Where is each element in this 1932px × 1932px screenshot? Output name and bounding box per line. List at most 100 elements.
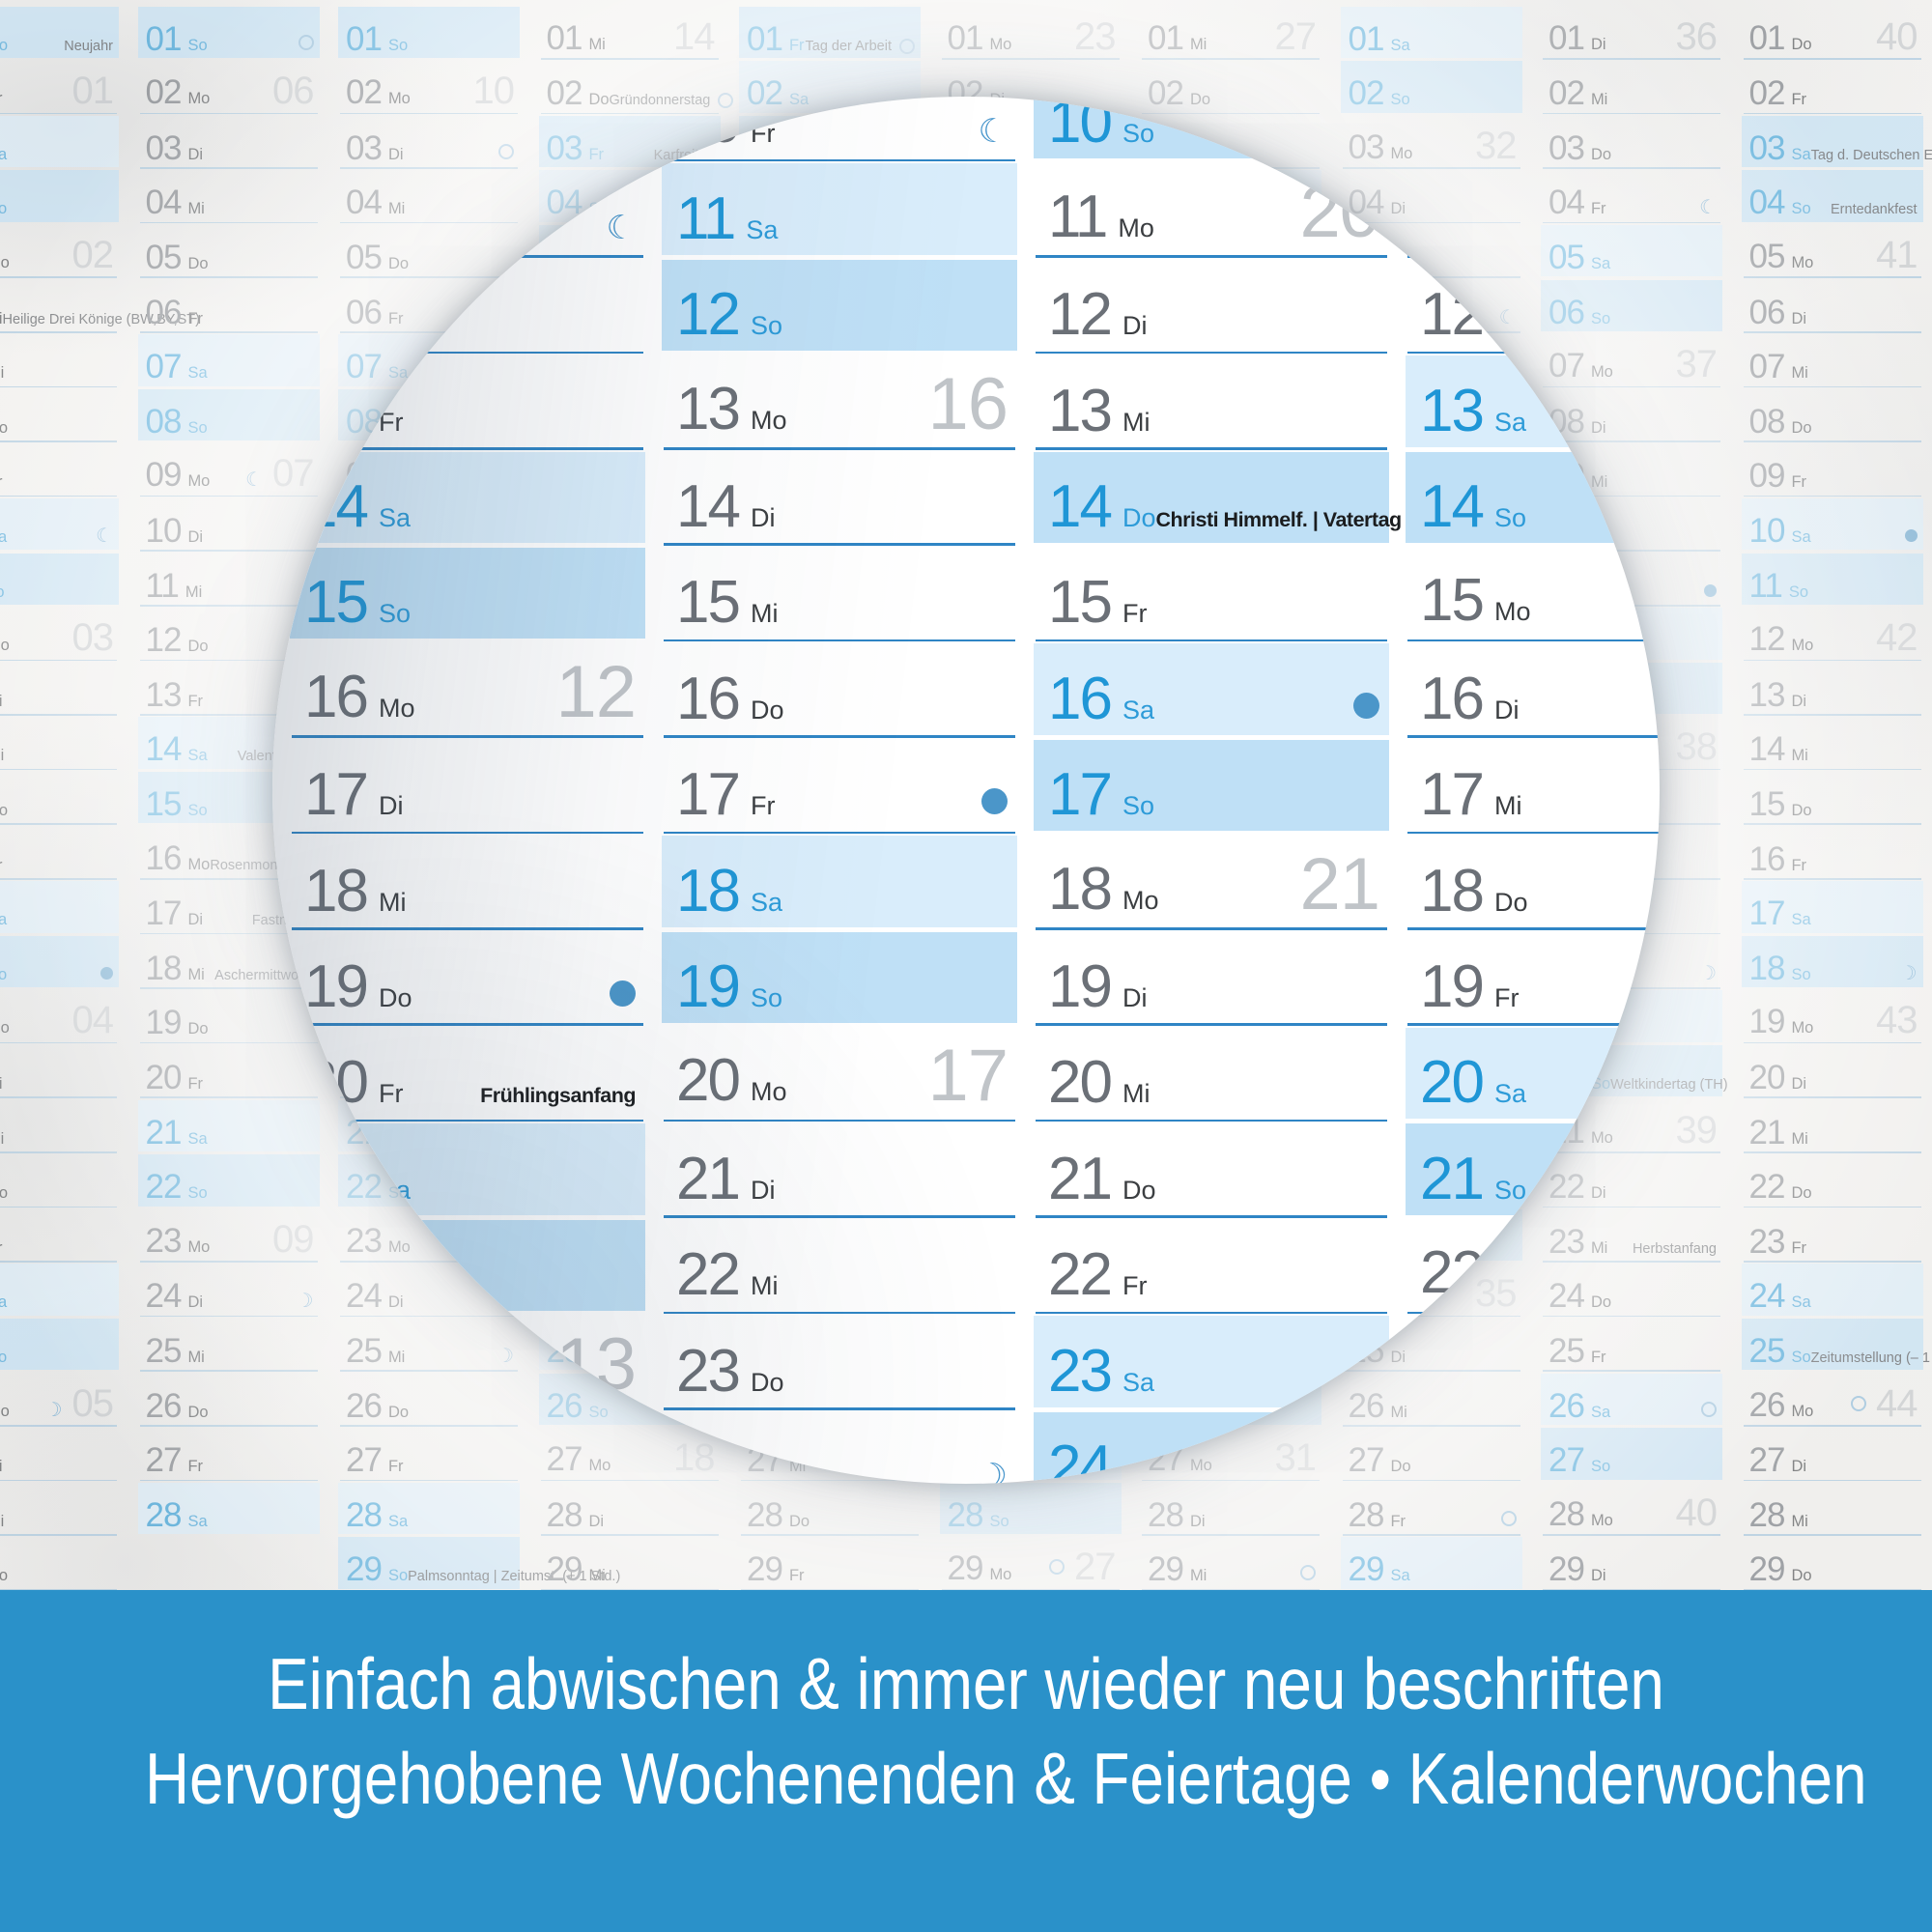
day-number: 25 <box>1748 1331 1786 1370</box>
weekday-abbr: So <box>378 599 411 629</box>
weekday-abbr: Di <box>1122 982 1148 1012</box>
calendar-week-number: 41 <box>1876 233 1918 276</box>
calendar-week-number: 38 <box>1675 725 1718 769</box>
day-cell-07-29: 29 Mi <box>1140 1536 1321 1591</box>
day-number: 17 <box>304 761 369 829</box>
day-cell-10-15: 15 Do <box>1742 770 1923 825</box>
day-number: 21 <box>1420 1145 1485 1212</box>
day-number: 05 <box>145 238 183 276</box>
weekday-abbr: Fr <box>1791 473 1807 492</box>
calendar-week-number: 17 <box>927 1035 1009 1118</box>
day-number: 18 <box>676 857 741 924</box>
weekday-abbr: Sa <box>746 214 779 244</box>
day-cell-04-24: 24 Fr ☽ <box>662 1410 1017 1484</box>
calendar-week-number: 14 <box>673 14 715 58</box>
weekday-abbr: Mi <box>0 364 5 383</box>
weekday-abbr: Di <box>1590 35 1606 53</box>
weekday-abbr: Di <box>1791 1074 1807 1093</box>
day-cell-05-13: 13 Mi <box>1034 354 1389 450</box>
day-cell-03-29: 29 So Palmsonntag | Zeitumst. (+ 1 Std.) <box>338 1536 620 1591</box>
calendar-week-number: 44 <box>1876 1381 1918 1425</box>
day-number: 16 <box>304 663 369 730</box>
weekday-abbr: Mo <box>0 637 10 655</box>
day-cell-10-09: 09 Fr <box>1742 442 1923 497</box>
day-cell-05-12: 12 Di <box>1034 258 1389 355</box>
holiday-label: Zeitumstellung (– 1 Std.) <box>1810 1350 1932 1366</box>
day-number: 18 <box>145 949 183 987</box>
calendar-week-number: 04 <box>71 999 114 1042</box>
weekday-abbr: Di <box>1189 1512 1206 1530</box>
weekday-abbr: So <box>0 583 5 602</box>
weekday-abbr: So <box>387 36 409 54</box>
holiday-label: Erntedankfest <box>1831 202 1918 218</box>
calendar-week-number: 02 <box>71 233 114 276</box>
holiday-label: Frühlingsanfang <box>480 1084 636 1108</box>
day-number: 12 <box>145 621 183 660</box>
day-number: 12 <box>1420 281 1485 349</box>
weekday-abbr: Do <box>187 1020 209 1038</box>
weekday-abbr: Do <box>187 638 209 656</box>
day-cell-10-19: 19 Mo 43 <box>1742 989 1923 1044</box>
day-cell-10-02: 02 Fr <box>1742 60 1923 115</box>
weekday-abbr: Mi <box>1189 1567 1208 1585</box>
weekday-abbr: Mo <box>1791 637 1814 655</box>
weekday-abbr: Do <box>750 695 784 724</box>
day-cell-10-06: 06 Di <box>1742 278 1923 333</box>
first-quarter-moon-icon: ☽ <box>978 1457 1008 1484</box>
day-cell-10-21: 21 Mi <box>1742 1098 1923 1153</box>
day-number: 19 <box>676 952 741 1020</box>
day-cell-05-28: 28 Do <box>739 1481 921 1536</box>
day-number: 01 <box>346 19 383 58</box>
day-cell-10-20: 20 Di <box>1742 1043 1923 1098</box>
day-cell-08-28: 28 Fr <box>1341 1481 1522 1536</box>
weekday-abbr: Sa <box>1493 407 1526 437</box>
day-number: 21 <box>145 1113 183 1151</box>
last-quarter-moon-icon: ☾ <box>96 525 113 547</box>
day-cell-05-16: 16 Sa <box>1034 641 1389 737</box>
day-number: 22 <box>304 1241 369 1309</box>
weekday-abbr: Mi <box>1189 35 1208 53</box>
day-number: 04 <box>1748 184 1786 222</box>
weekday-abbr: Mo <box>1791 1402 1814 1420</box>
weekday-abbr: Mo <box>750 1077 787 1107</box>
day-cell-06-01: 01 Mo 23 <box>940 5 1122 60</box>
last-quarter-moon-icon: ☾ <box>1699 197 1717 219</box>
day-cell-10-11: 11 So <box>1741 552 1923 607</box>
weekday-abbr: Sa <box>0 911 8 929</box>
day-cell-03-10: 10 Di <box>290 97 645 162</box>
weekday-abbr: Sa <box>187 364 208 383</box>
weekday-abbr: Di <box>588 1512 605 1530</box>
day-number: 29 <box>747 1550 783 1589</box>
weekday-abbr: Fr <box>378 407 404 437</box>
weekday-abbr: Di <box>1493 695 1520 724</box>
full-moon-icon <box>298 34 314 50</box>
day-cell-06-11: 11 Do <box>1406 161 1660 258</box>
magnified-calendar: 08So09Mo1110Di11Mi☾12Do13Fr14Sa15So16Mo1… <box>272 97 1660 1484</box>
weekday-abbr: Di <box>1122 311 1148 341</box>
weekday-abbr: Fr <box>187 1074 204 1093</box>
weekday-abbr: Sa <box>1390 1567 1410 1585</box>
weekday-abbr: Do <box>750 1367 784 1397</box>
weekday-abbr: Do <box>378 982 412 1012</box>
full-moon-icon <box>1300 1565 1316 1581</box>
weekday-abbr: Do <box>0 1567 9 1585</box>
day-cell-03-28: 28 Sa <box>338 1481 520 1536</box>
day-cell-03-15: 15 So <box>290 546 645 641</box>
day-number: 18 <box>1748 949 1786 987</box>
weekday-abbr: Do <box>1122 1175 1156 1205</box>
weekday-abbr: Mi <box>750 599 779 629</box>
day-number: 28 <box>546 1495 583 1534</box>
day-cell-04-14: 14 Di <box>662 450 1017 546</box>
day-cell-01-06: 06DiHeilige Drei Könige (BW,BY,ST) <box>0 278 200 333</box>
weekday-abbr: Mi <box>1122 407 1151 437</box>
day-number: 13 <box>304 377 369 444</box>
day-number: 28 <box>145 1495 183 1534</box>
day-number: 24 <box>676 1433 741 1484</box>
weekday-abbr: So <box>387 1567 409 1585</box>
weekday-abbr: Fr <box>750 119 776 149</box>
day-cell-04-23: 23 Do <box>662 1314 1017 1410</box>
weekday-abbr: Fr <box>788 1567 805 1585</box>
